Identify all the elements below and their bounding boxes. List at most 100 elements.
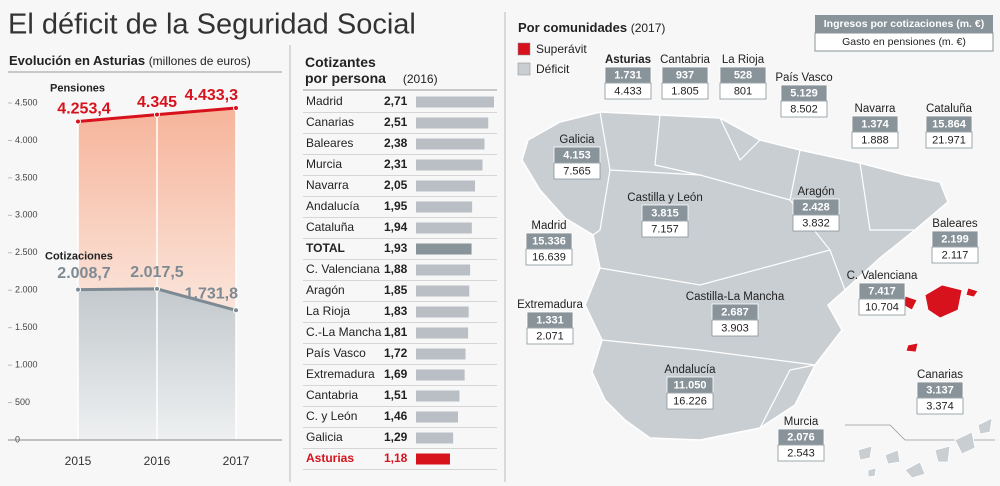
bar <box>416 390 460 402</box>
gasto-box <box>719 82 767 100</box>
value-label: 1,51 <box>384 388 408 402</box>
ingresos-value: 2.687 <box>721 306 749 318</box>
gasto-value: 7.565 <box>563 165 591 177</box>
line-subtitle: (millones de euros) <box>148 54 251 68</box>
map-title: Por comunidades <box>518 20 628 35</box>
bar-header: Cotizantes por persona (2016) <box>305 54 438 87</box>
region-name: Andalucía <box>664 364 716 376</box>
category-label: Andalucía <box>306 199 360 213</box>
ingresos-value: 937 <box>676 69 694 81</box>
bar <box>416 285 470 297</box>
ingresos-value: 1.331 <box>536 314 564 326</box>
key-box <box>815 15 993 33</box>
gasto-box <box>604 82 652 100</box>
value-label: 1,18 <box>384 451 408 465</box>
island-canarias <box>954 431 976 455</box>
value-label: 2.008,7 <box>57 265 110 282</box>
y-tick-label: 3.000 <box>15 210 38 220</box>
y-tick-label: 500 <box>15 397 30 407</box>
y-tick-label: 1.500 <box>15 322 38 332</box>
line-title: Evolución en Asturias <box>9 53 146 68</box>
value-label: 1,94 <box>384 220 408 234</box>
point <box>75 286 81 293</box>
region-name: Aragón <box>797 186 834 198</box>
gasto-box <box>792 214 840 232</box>
value-label: 1,93 <box>384 241 408 255</box>
ingresos-value: 11.050 <box>673 379 706 391</box>
island-canarias <box>977 417 993 435</box>
value-label: 1,72 <box>384 346 408 360</box>
region-border <box>759 364 816 429</box>
gasto-value: 21.971 <box>932 134 966 146</box>
legend-label: Déficit <box>536 62 570 76</box>
gasto-box <box>526 327 574 345</box>
island-baleares <box>924 284 963 319</box>
gasto-value: 2.543 <box>787 447 815 459</box>
bar <box>416 411 459 423</box>
gasto-box <box>711 319 759 337</box>
region-name: Castilla-La Mancha <box>686 291 785 303</box>
ingresos-value: 528 <box>734 69 752 81</box>
bar-subtitle: (2016) <box>402 72 438 86</box>
region-border <box>654 114 701 176</box>
value-label: 4.433,3 <box>185 87 238 104</box>
value-label: 1,69 <box>384 367 408 381</box>
ingresos-value: 3.137 <box>926 384 954 396</box>
category-label: Cantabria <box>306 388 358 402</box>
category-label: Baleares <box>306 136 353 150</box>
value-label: 1,88 <box>384 262 408 276</box>
gasto-value: 8.502 <box>790 103 818 115</box>
bar <box>416 453 450 465</box>
region-name: País Vasco <box>775 72 832 84</box>
bar <box>416 222 472 234</box>
gasto-box <box>925 131 973 149</box>
y-tick-label: 4.500 <box>15 97 38 107</box>
region-name: Madrid <box>531 220 566 232</box>
gasto-value: 4.433 <box>614 85 642 97</box>
category-label: Canarias <box>306 115 354 129</box>
bar <box>416 159 483 171</box>
legend-swatch <box>517 42 531 56</box>
category-label: Madrid <box>306 94 343 108</box>
gasto-value: 16.639 <box>532 251 566 263</box>
region-border <box>719 117 761 162</box>
gasto-value: 1.805 <box>671 85 699 97</box>
x-tick-label: 2015 <box>65 454 92 468</box>
region-name: Murcia <box>784 416 819 428</box>
legend-label: Superávit <box>536 42 587 56</box>
y-tick-label: 3.500 <box>15 172 38 182</box>
gasto-value: 1.888 <box>861 134 889 146</box>
value-label: 1,95 <box>384 199 408 213</box>
region-border <box>601 339 816 366</box>
value-label: 2,51 <box>384 115 408 129</box>
series-name: Pensiones <box>50 82 105 94</box>
gasto-value: 7.157 <box>651 223 679 235</box>
value-label: 2,05 <box>384 178 408 192</box>
ingresos-value: 5.129 <box>790 87 818 99</box>
gasto-box <box>858 298 906 316</box>
value-label: 1.731,8 <box>185 286 238 303</box>
region-name: Baleares <box>932 218 978 230</box>
gasto-value: 2.071 <box>536 330 564 342</box>
category-label: País Vasco <box>306 346 366 360</box>
category-label: C.-La Mancha <box>306 325 382 339</box>
value-label: 1,81 <box>384 325 408 339</box>
region-name: Navarra <box>855 103 897 115</box>
value-label: 4.253,4 <box>57 101 110 118</box>
category-label: Navarra <box>306 178 349 192</box>
region-border <box>592 111 611 236</box>
value-label: 1,83 <box>384 304 408 318</box>
ingresos-value: 7.417 <box>868 285 896 297</box>
category-label: La Rioja <box>306 304 350 318</box>
region-name: Cantabria <box>660 54 710 66</box>
value-label: 2,31 <box>384 157 408 171</box>
key-label: Gasto en pensiones (m. €) <box>842 36 966 48</box>
region-name: Castilla y León <box>627 192 702 204</box>
region-name: Canarias <box>917 369 963 381</box>
key-label: Ingresos por cotizaciones (m. €) <box>824 18 984 30</box>
x-tick-label: 2017 <box>223 454 250 468</box>
line-header: Evolución en Asturias (millones de euros… <box>9 53 251 68</box>
gasto-box <box>777 444 825 462</box>
